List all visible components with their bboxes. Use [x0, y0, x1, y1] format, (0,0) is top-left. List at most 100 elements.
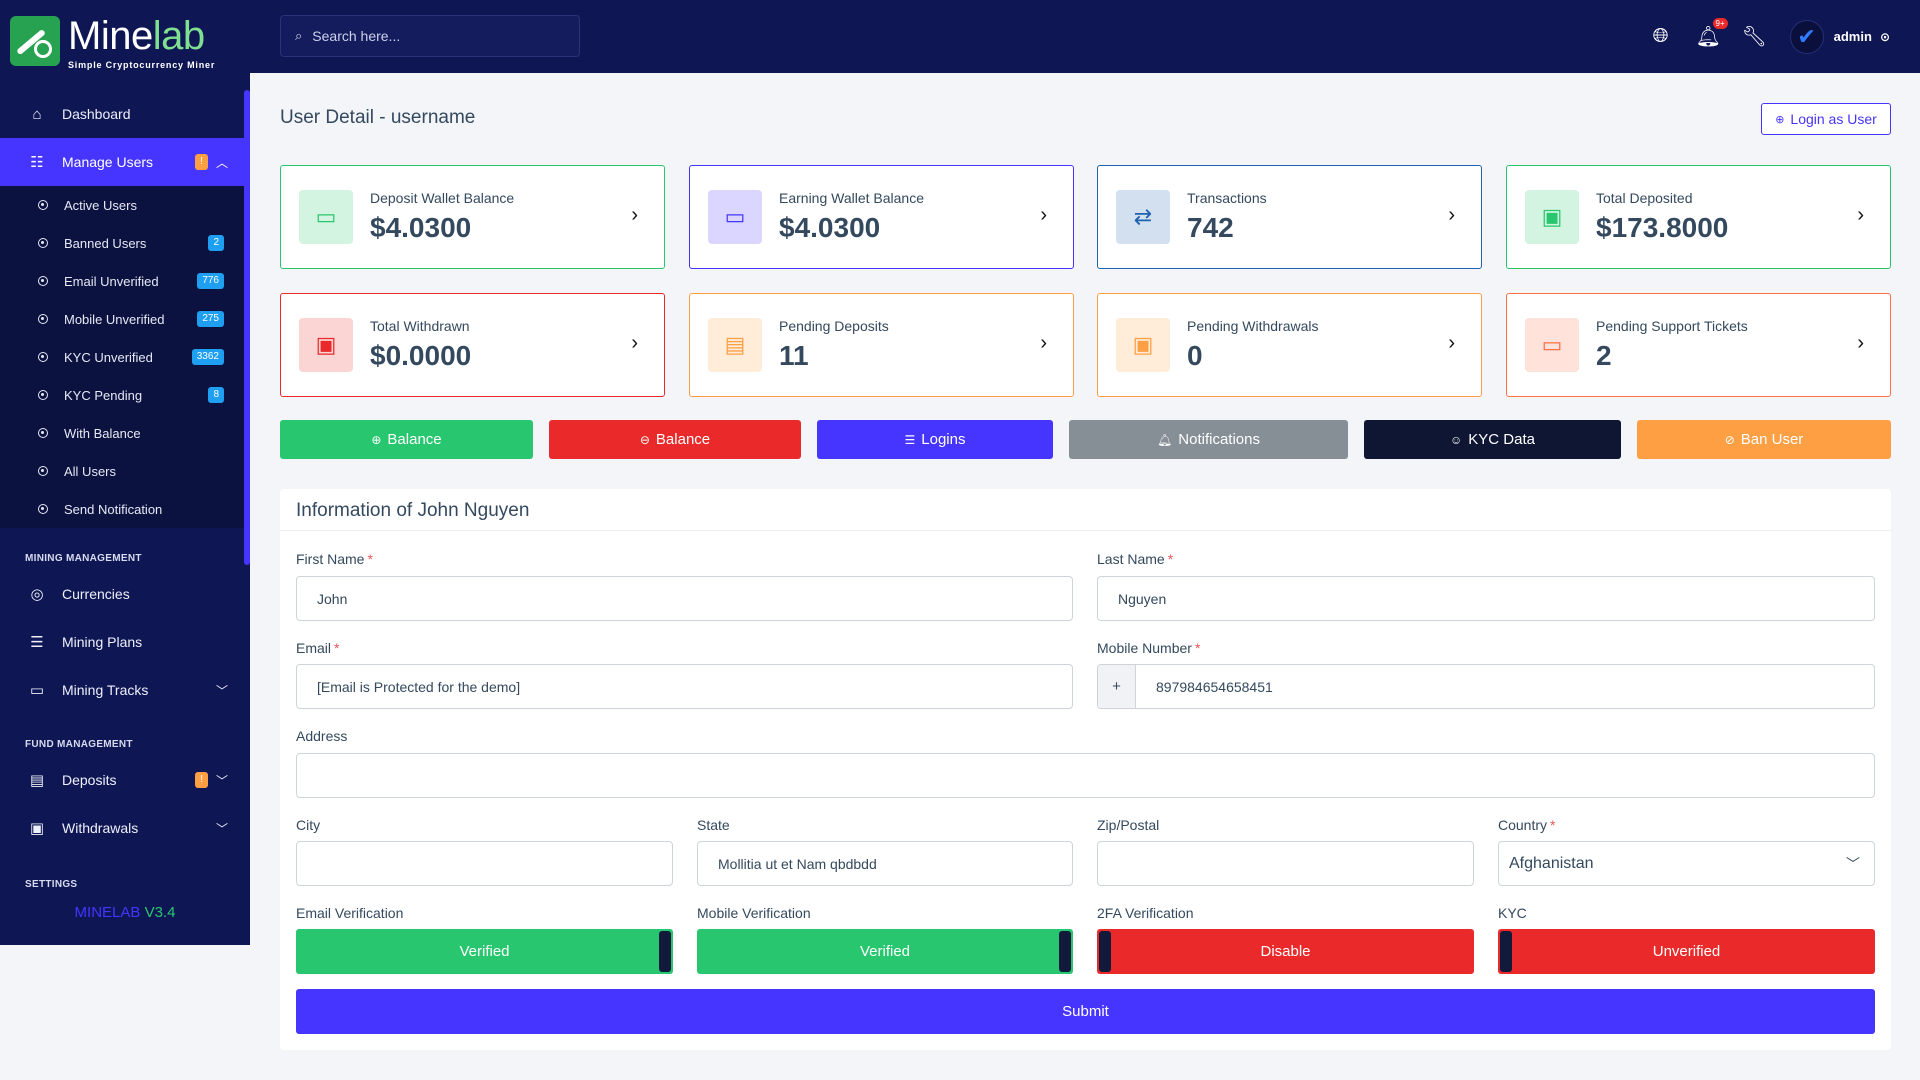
mobile-number-value: 897984654658451 [1156, 678, 1273, 695]
country-select[interactable]: Afghanistan ﹀ [1498, 841, 1875, 886]
users-icon: ☷ [30, 154, 44, 171]
chevron-down-icon: ﹀ [1846, 855, 1860, 872]
kyc-label: KYC [1498, 905, 1527, 921]
sidebar-item-currencies[interactable]: ◎ Currencies [0, 570, 250, 618]
list-icon: ☰ [904, 432, 916, 447]
kyc-toggle[interactable]: Unverified [1498, 929, 1875, 974]
brand-name: Minelab [68, 14, 205, 58]
stat-card[interactable]: ▤ Pending Deposits 11 › [689, 293, 1074, 397]
sidebar-item-label: Mining Tracks [62, 682, 149, 698]
sub-item-label: Banned Users [64, 235, 147, 251]
sidebar-item-withdrawals[interactable]: ▣ Withdrawals ﹀ [0, 804, 250, 852]
2fa-verification-label: 2FA Verification [1097, 905, 1194, 921]
bell-icon[interactable]: 🔔︎ 9+ [1696, 18, 1728, 49]
button-label: Notifications [1178, 431, 1260, 448]
sidebar-sub-item-kyc-pending[interactable]: KYC Pending 8 [0, 376, 250, 414]
sidebar-item-mining-tracks[interactable]: ▭ Mining Tracks ﹀ [0, 666, 250, 714]
page-title: User Detail - username [280, 107, 476, 128]
sidebar-sub-item-kyc-unverified[interactable]: KYC Unverified 3362 [0, 338, 250, 376]
stat-value: 742 [1187, 212, 1234, 243]
panel-heading: Information of John Nguyen [280, 489, 1891, 531]
login-as-user-button[interactable]: ⊕ Login as User [1761, 103, 1891, 135]
sidebar-item-mining-plans[interactable]: ☰ Mining Plans [0, 618, 250, 666]
invoice-icon: ▤ [708, 318, 762, 372]
search-icon: ⌕ [295, 28, 303, 43]
city-input[interactable] [296, 841, 673, 886]
stat-label: Total Withdrawn [370, 318, 470, 334]
stat-label: Pending Deposits [779, 318, 889, 334]
sidebar-item-label: Deposits [62, 772, 117, 788]
stat-card[interactable]: ⇄ Transactions 742 › [1097, 165, 1482, 269]
notifications-button[interactable]: 🔔︎ Notifications [1069, 420, 1348, 459]
stat-label: Total Deposited [1596, 190, 1693, 206]
email-field[interactable]: [Email is Protected for the demo] [296, 664, 1073, 709]
zip-input[interactable] [1097, 841, 1474, 886]
circle-dot-icon [38, 352, 48, 362]
count-badge: 776 [197, 273, 224, 289]
state-label: State [697, 817, 730, 833]
chevron-down-icon: ﹀ [215, 773, 228, 788]
sign-in-icon: ⊕ [1775, 113, 1785, 126]
minus-circle-icon: ⊖ [639, 432, 650, 447]
stat-card[interactable]: ▣ Total Deposited $173.8000 › [1506, 165, 1891, 269]
sidebar-item-label: Dashboard [62, 106, 131, 122]
login-as-user-label: Login as User [1790, 111, 1877, 127]
logins-button[interactable]: ☰ Logins [817, 420, 1053, 459]
ban-user-button[interactable]: ⊘ Ban User [1637, 420, 1891, 459]
search-input[interactable]: ⌕ Search here... [280, 15, 580, 57]
globe-icon[interactable]: 🌐︎ [1652, 25, 1669, 47]
sidebar-sub-item-banned-users[interactable]: Banned Users 2 [0, 224, 250, 262]
submit-button[interactable]: Submit [296, 989, 1875, 1034]
sidebar-sub-item-mobile-unverified[interactable]: Mobile Unverified 275 [0, 300, 250, 338]
button-label: KYC Data [1468, 431, 1535, 448]
sidebar-sub-item-email-unverified[interactable]: Email Unverified 776 [0, 262, 250, 300]
brand-tagline: Simple Cryptocurrency Miner [68, 60, 216, 70]
sidebar-scrollbar[interactable] [244, 90, 250, 565]
sidebar-sub-item-with-balance[interactable]: With Balance [0, 414, 250, 452]
ticket-icon: ▭ [1525, 318, 1579, 372]
stat-card[interactable]: ▣ Pending Withdrawals 0 › [1097, 293, 1482, 397]
toggle-handle [659, 931, 671, 972]
subtract-balance-button[interactable]: ⊖ Balance [549, 420, 801, 459]
admin-name: admin [1833, 29, 1872, 44]
sidebar-item-deposits[interactable]: ▤ Deposits ! ﹀ [0, 756, 250, 804]
first-name-label: First Name * [296, 551, 373, 567]
wrench-icon[interactable]: 🔧︎ [1741, 26, 1768, 48]
stat-card[interactable]: ▣ Total Withdrawn $0.0000 › [280, 293, 665, 397]
button-label: Logins [921, 431, 966, 448]
ban-icon: ⊘ [1724, 432, 1735, 447]
user-check-icon: ☺ [1450, 432, 1463, 447]
sidebar-sub-item-send-notification[interactable]: Send Notification [0, 490, 250, 528]
country-value: Afghanistan [1509, 854, 1594, 872]
sidebar-sub-item-active-users[interactable]: Active Users [0, 186, 250, 224]
admin-menu[interactable]: ✔ admin ⊙ [1789, 19, 1890, 54]
mobile-number-input[interactable]: + 897984654658451 [1097, 664, 1875, 709]
mobile-prefix: + [1098, 665, 1136, 708]
stat-value: $0.0000 [370, 340, 472, 371]
add-balance-button[interactable]: ⊕ Balance [280, 420, 533, 459]
chevron-right-icon: › [1448, 204, 1455, 226]
mobile-verification-label: Mobile Verification [697, 905, 811, 921]
count-badge: 8 [208, 387, 224, 403]
stat-card[interactable]: ▭ Deposit Wallet Balance $4.0300 › [280, 165, 665, 269]
chevron-right-icon: › [631, 332, 638, 354]
circle-dot-icon [38, 466, 48, 476]
circle-dot-icon [38, 238, 48, 248]
kyc-data-button[interactable]: ☺ KYC Data [1364, 420, 1621, 459]
stat-label: Pending Withdrawals [1187, 318, 1319, 334]
sidebar-sub-item-all-users[interactable]: All Users [0, 452, 250, 490]
mobile-verification-toggle[interactable]: Verified [697, 929, 1073, 974]
state-input[interactable]: Mollitia ut et Nam qbdbdd [697, 841, 1073, 886]
email-verification-toggle[interactable]: Verified [296, 929, 673, 974]
sidebar-item-dashboard[interactable]: ⌂ Dashboard [0, 90, 250, 138]
sub-item-label: Send Notification [64, 501, 163, 517]
last-name-input[interactable]: Nguyen [1097, 576, 1875, 621]
sub-item-label: Mobile Unverified [64, 311, 165, 327]
sidebar-item-manage-users[interactable]: ☷ Manage Users ! ︿ [0, 138, 250, 186]
stat-card[interactable]: ▭ Earning Wallet Balance $4.0300 › [689, 165, 1074, 269]
2fa-verification-toggle[interactable]: Disable [1097, 929, 1474, 974]
address-input[interactable] [296, 753, 1875, 798]
first-name-input[interactable]: John [296, 576, 1073, 621]
brand[interactable]: Minelab Simple Cryptocurrency Miner [0, 0, 250, 90]
stat-card[interactable]: ▭ Pending Support Tickets 2 › [1506, 293, 1891, 397]
